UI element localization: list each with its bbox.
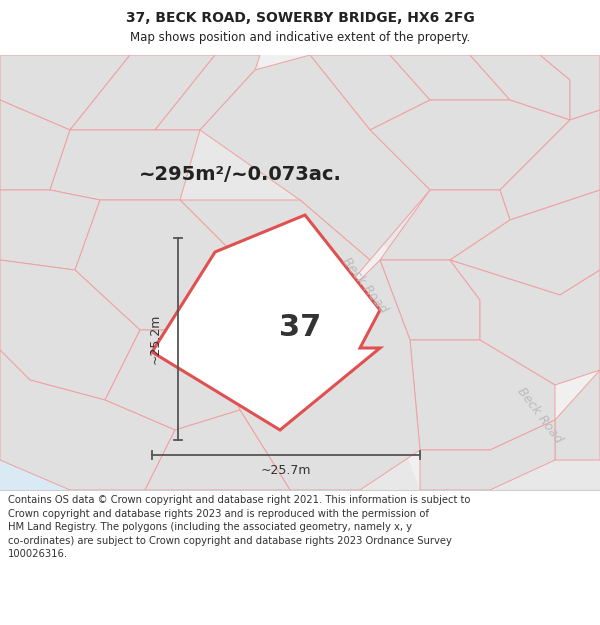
Polygon shape [0, 55, 130, 130]
Polygon shape [0, 260, 140, 400]
Bar [0, 0, 600, 55]
Polygon shape [420, 420, 555, 490]
Polygon shape [0, 190, 100, 270]
Polygon shape [0, 100, 70, 190]
Polygon shape [0, 350, 175, 490]
Polygon shape [390, 55, 510, 100]
Bar [0, 55, 600, 490]
Polygon shape [500, 110, 600, 220]
Polygon shape [470, 55, 570, 120]
Polygon shape [420, 260, 600, 490]
Polygon shape [145, 410, 290, 490]
Polygon shape [370, 100, 570, 190]
Polygon shape [310, 55, 430, 130]
Polygon shape [450, 190, 600, 295]
Text: ~25.2m: ~25.2m [149, 314, 161, 364]
Polygon shape [0, 280, 120, 490]
Text: Map shows position and indicative extent of the property.: Map shows position and indicative extent… [130, 31, 470, 44]
Polygon shape [255, 55, 480, 490]
Text: 37: 37 [279, 314, 321, 342]
Polygon shape [380, 190, 510, 260]
Text: Contains OS data © Crown copyright and database right 2021. This information is : Contains OS data © Crown copyright and d… [8, 495, 470, 559]
Polygon shape [75, 200, 240, 330]
Text: ~25.7m: ~25.7m [261, 464, 311, 476]
Bar [0, 490, 600, 625]
Text: ~295m²/~0.073ac.: ~295m²/~0.073ac. [139, 166, 341, 184]
Polygon shape [200, 55, 430, 260]
Polygon shape [555, 370, 600, 460]
Polygon shape [215, 260, 420, 490]
Polygon shape [0, 145, 210, 490]
Polygon shape [180, 200, 370, 330]
Text: Beck Road: Beck Road [515, 384, 565, 446]
Polygon shape [50, 130, 200, 200]
Polygon shape [0, 200, 160, 490]
Polygon shape [380, 260, 480, 340]
Polygon shape [70, 55, 215, 130]
Polygon shape [155, 55, 260, 130]
Text: 37, BECK ROAD, SOWERBY BRIDGE, HX6 2FG: 37, BECK ROAD, SOWERBY BRIDGE, HX6 2FG [125, 11, 475, 25]
Polygon shape [410, 340, 555, 450]
Polygon shape [450, 260, 600, 385]
Text: Beck Road: Beck Road [340, 254, 390, 316]
Polygon shape [540, 55, 600, 120]
Polygon shape [105, 330, 240, 430]
Polygon shape [152, 215, 380, 430]
